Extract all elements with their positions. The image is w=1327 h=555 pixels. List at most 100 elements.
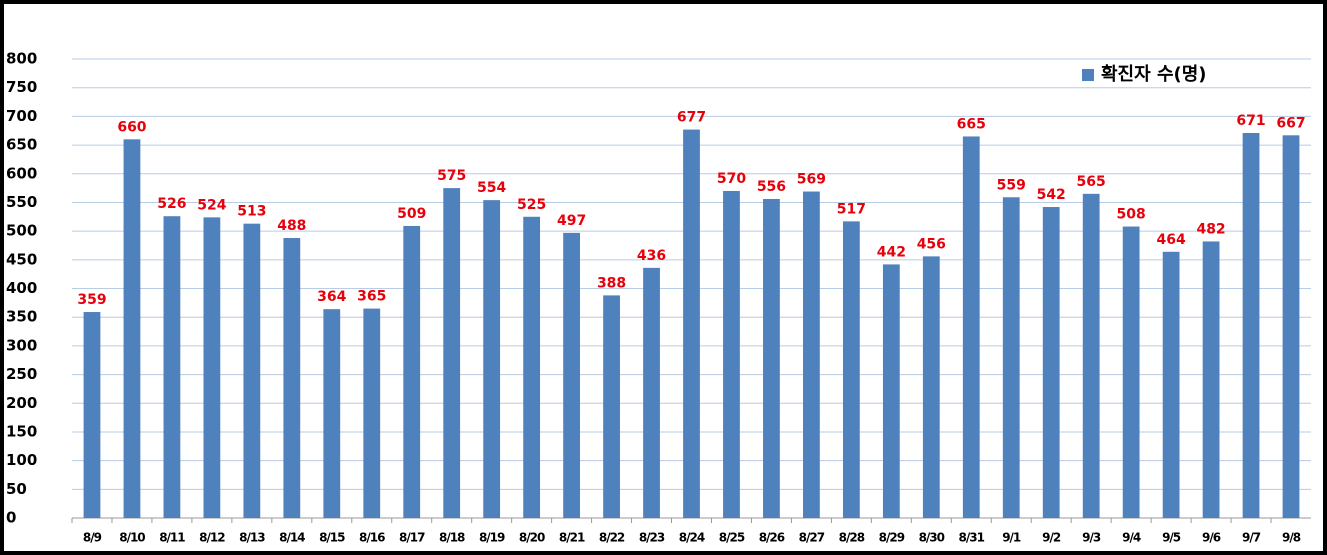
data-label: 513	[237, 204, 266, 220]
x-tick-label: 8/13	[239, 531, 265, 545]
data-label: 482	[1196, 221, 1225, 237]
y-tick-label: 700	[6, 107, 37, 125]
data-label: 671	[1236, 113, 1265, 129]
data-label: 488	[277, 218, 306, 234]
x-tick-label: 9/5	[1162, 531, 1181, 545]
x-tick-label: 8/27	[799, 531, 825, 545]
data-label: 359	[77, 292, 106, 308]
x-tick-label: 9/2	[1042, 531, 1061, 545]
bar	[803, 191, 820, 518]
bar	[1162, 251, 1180, 518]
bar	[922, 256, 940, 518]
bar	[842, 221, 860, 518]
x-tick-label: 8/30	[919, 531, 945, 545]
y-tick-label: 400	[6, 279, 37, 297]
bar	[323, 309, 341, 518]
data-label: 442	[877, 244, 906, 260]
data-label: 665	[957, 116, 986, 132]
data-label: 569	[797, 172, 826, 188]
data-label: 509	[397, 206, 426, 222]
bar	[1282, 135, 1300, 518]
bar	[523, 216, 541, 518]
data-label: 525	[517, 197, 546, 213]
data-label: 517	[837, 201, 866, 217]
bar	[163, 216, 181, 518]
y-tick-label: 100	[6, 451, 37, 469]
x-tick-label: 8/28	[839, 531, 865, 545]
data-label: 524	[197, 197, 226, 213]
y-tick-label: 650	[6, 136, 37, 154]
data-label: 554	[477, 180, 506, 196]
x-tick-label: 8/12	[199, 531, 225, 545]
bar	[962, 136, 980, 519]
bar	[723, 190, 740, 518]
y-tick-label: 200	[6, 394, 37, 412]
x-tick-label: 8/15	[319, 531, 345, 545]
x-tick-label: 8/22	[599, 531, 625, 545]
data-label: 559	[997, 177, 1026, 193]
x-tick-label: 8/11	[159, 531, 185, 545]
x-tick-label: 8/26	[759, 531, 785, 545]
data-label: 556	[757, 179, 786, 195]
data-label: 436	[637, 248, 666, 264]
x-tick-label: 8/23	[639, 531, 665, 545]
bar	[563, 232, 580, 518]
y-tick-label: 150	[6, 422, 37, 440]
bar	[123, 139, 141, 518]
x-tick-label: 8/25	[719, 531, 745, 545]
y-tick-label: 250	[6, 365, 37, 383]
data-label: 508	[1117, 207, 1146, 223]
bar	[283, 238, 301, 518]
x-tick-label: 8/14	[279, 531, 305, 545]
y-tick-label: 750	[6, 78, 37, 96]
data-label: 575	[437, 168, 466, 184]
data-label: 388	[597, 275, 626, 291]
data-label: 565	[1077, 174, 1106, 190]
y-tick-label: 0	[6, 509, 16, 527]
data-label: 570	[717, 171, 746, 187]
data-label: 365	[357, 289, 386, 305]
y-tick-label: 550	[6, 193, 37, 211]
bar	[1042, 207, 1060, 518]
bar	[403, 225, 421, 518]
x-tick-label: 9/7	[1242, 531, 1261, 545]
bar	[1202, 241, 1220, 518]
x-tick-label: 8/29	[879, 531, 905, 545]
bar	[1082, 193, 1100, 519]
y-tick-label: 800	[6, 50, 37, 68]
data-label: 677	[677, 110, 706, 126]
x-tick-label: 8/20	[519, 531, 545, 545]
bar	[483, 200, 501, 518]
data-label: 364	[317, 289, 346, 305]
bar	[763, 198, 780, 518]
x-tick-label: 8/16	[359, 531, 385, 545]
bar	[203, 217, 221, 519]
bar	[603, 295, 620, 518]
data-label: 456	[917, 236, 946, 252]
x-tick-label: 9/3	[1082, 531, 1101, 545]
bar	[443, 188, 461, 518]
data-label: 526	[157, 196, 186, 212]
bar	[683, 129, 700, 519]
y-tick-label: 450	[6, 250, 37, 268]
x-tick-label: 8/19	[479, 531, 505, 545]
y-tick-label: 500	[6, 222, 37, 240]
x-tick-label: 8/21	[559, 531, 585, 545]
bar	[1122, 226, 1140, 518]
x-tick-label: 9/8	[1282, 531, 1301, 545]
y-tick-label: 350	[6, 308, 37, 326]
x-tick-label: 9/1	[1002, 531, 1021, 545]
y-tick-label: 600	[6, 164, 37, 182]
x-tick-label: 9/6	[1202, 531, 1221, 545]
y-tick-label: 300	[6, 336, 37, 354]
bar	[1242, 133, 1260, 519]
bar	[243, 223, 261, 518]
x-tick-label: 8/17	[399, 531, 425, 545]
data-label: 542	[1037, 187, 1066, 203]
legend-swatch	[1082, 69, 1094, 81]
bar	[1002, 197, 1020, 518]
bar	[363, 308, 381, 518]
bar	[83, 312, 101, 518]
x-tick-label: 9/4	[1122, 531, 1141, 545]
